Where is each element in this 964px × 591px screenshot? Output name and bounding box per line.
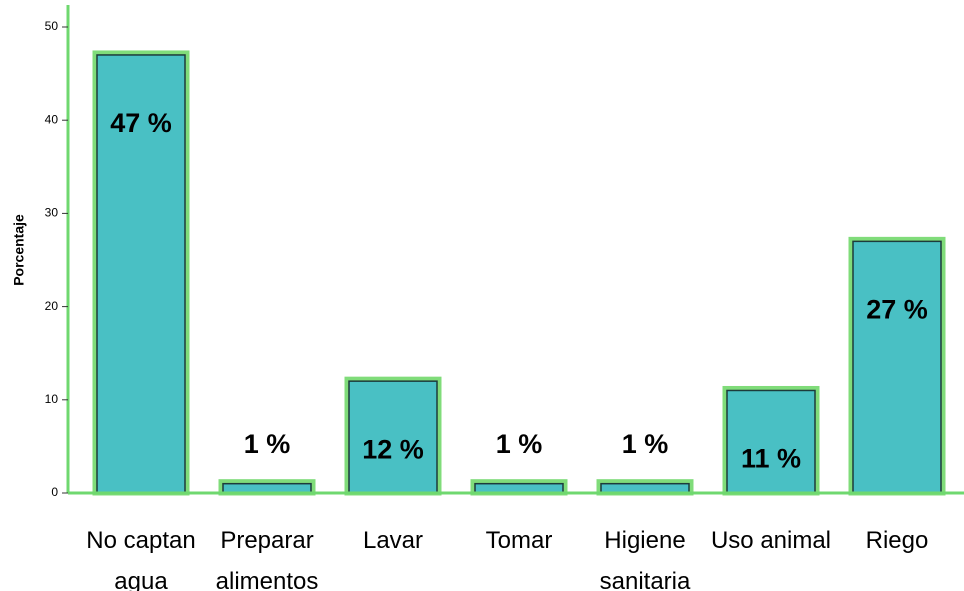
- x-tick-label: No captan agua: [86, 527, 196, 591]
- bar: [348, 380, 438, 494]
- x-tick-label: Riego: [865, 527, 929, 554]
- x-tick-label: Preparar alimentos: [215, 527, 319, 591]
- y-tick-label: 20: [45, 299, 59, 313]
- data-label: 12 %: [362, 434, 424, 464]
- x-tick-label: Tomar: [485, 527, 553, 554]
- x-tick-label: Lavar: [362, 527, 424, 554]
- y-axis-title: Porcentaje: [11, 214, 27, 286]
- y-tick-label: 30: [45, 206, 59, 220]
- data-label: 27 %: [866, 294, 928, 324]
- data-label: 11 %: [741, 444, 801, 474]
- data-label: 1 %: [244, 429, 291, 459]
- y-tick-label: 50: [45, 19, 59, 33]
- data-label: 47 %: [110, 108, 172, 138]
- bar: [726, 389, 816, 494]
- data-label: 1 %: [496, 429, 543, 459]
- data-label: 1 %: [622, 429, 669, 459]
- x-tick-label: Uso animal: [710, 527, 832, 554]
- y-tick-label: 40: [45, 112, 59, 126]
- y-tick-label: 0: [51, 485, 58, 499]
- bar: [852, 240, 942, 494]
- y-tick-label: 10: [45, 392, 59, 406]
- x-tick-label: Higiene sanitaria: [599, 527, 691, 591]
